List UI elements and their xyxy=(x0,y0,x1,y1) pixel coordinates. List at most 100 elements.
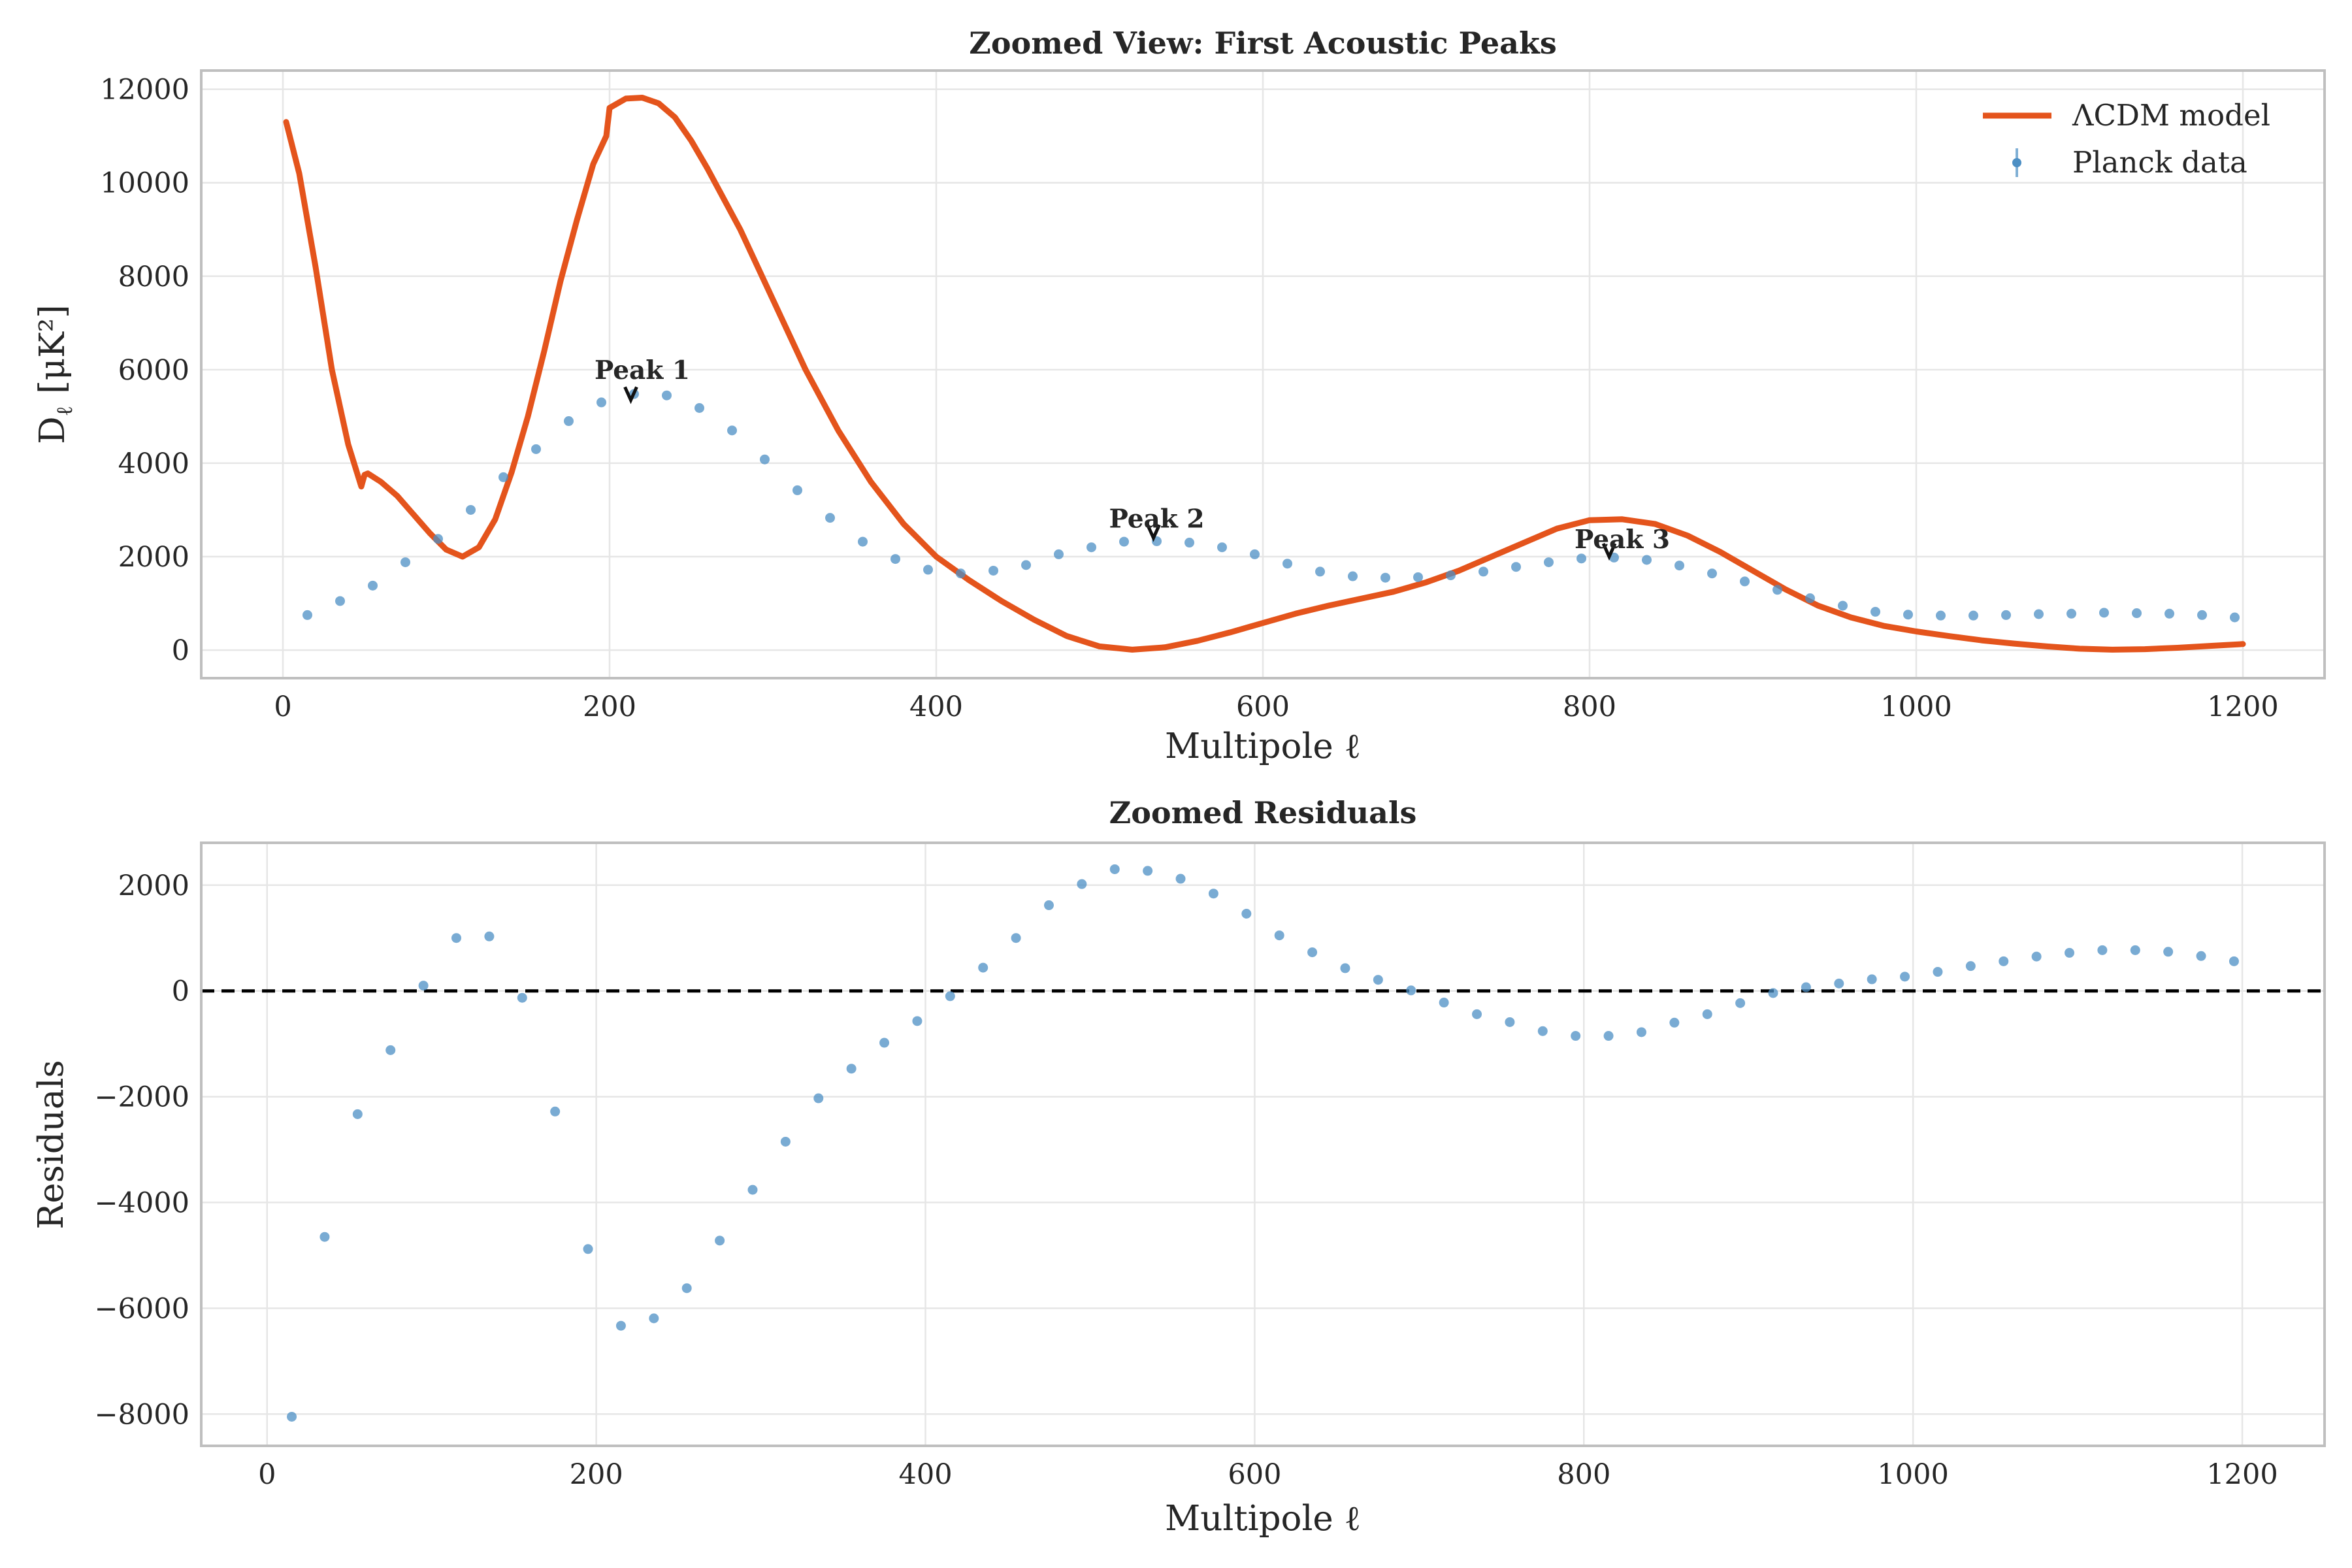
residual-point xyxy=(1505,1017,1515,1027)
planck-data-point xyxy=(1282,559,1292,569)
residual-point xyxy=(879,1037,890,1048)
residual-point xyxy=(649,1313,659,1324)
residual-point xyxy=(1537,1026,1548,1036)
legend-data-label: Planck data xyxy=(2072,145,2247,180)
planck-data-point xyxy=(1184,538,1194,548)
y-tick-label: −2000 xyxy=(95,1081,189,1114)
grid-bottom xyxy=(201,843,2325,1446)
residual-point xyxy=(583,1244,593,1254)
x-tick-label: 0 xyxy=(274,691,291,723)
residual-point xyxy=(1933,967,1943,977)
planck-data-point xyxy=(400,557,410,568)
y-tick-label: 2000 xyxy=(118,541,189,574)
legend: ΛCDM model Planck data xyxy=(1983,98,2270,180)
peak-label: Peak 3 xyxy=(1575,525,1670,555)
planck-data-point xyxy=(1968,610,1978,621)
residual-point xyxy=(2229,956,2239,966)
residual-point xyxy=(1867,974,1877,985)
planck-data-point xyxy=(368,580,378,591)
residual-point xyxy=(418,981,429,991)
planck-data-point xyxy=(825,513,835,523)
planck-data-point xyxy=(2164,608,2174,619)
residual-point xyxy=(319,1232,330,1242)
planck-data-point xyxy=(1740,576,1750,587)
residual-point xyxy=(1077,879,1087,889)
top-x-axis-label: Multipole ℓ xyxy=(1165,727,1361,766)
y-tick-label: 0 xyxy=(172,634,189,667)
residual-point xyxy=(1274,930,1284,941)
planck-data-point xyxy=(1838,600,1848,611)
planck-data-point xyxy=(531,444,541,454)
residual-point xyxy=(1340,963,1350,973)
peak-label: Peak 2 xyxy=(1109,504,1204,534)
x-tick-label: 400 xyxy=(898,1458,952,1491)
residual-point xyxy=(1011,933,1021,943)
residual-point xyxy=(1109,864,1120,874)
residual-point xyxy=(1801,982,1811,992)
peak-arrow xyxy=(623,386,638,404)
residual-point xyxy=(1735,998,1746,1008)
residual-point xyxy=(1307,947,1318,958)
residual-point xyxy=(2064,947,2074,958)
residuals-panel: 0 200 400 600 800 1000 1200 −8000 −6000 −4000 −200… xyxy=(31,795,2326,1539)
planck-data-point xyxy=(1348,571,1358,581)
residual-point xyxy=(1175,874,1186,884)
residual-point xyxy=(1702,1009,1712,1019)
residual-point xyxy=(945,991,955,1002)
planck-data-point xyxy=(1217,542,1227,553)
top-panel-title: Zoomed View: First Acoustic Peaks xyxy=(969,25,1556,61)
planck-data-point xyxy=(2230,612,2240,623)
planck-data-point xyxy=(498,472,508,482)
residual-point xyxy=(1043,900,1054,911)
planck-data-point xyxy=(1511,562,1521,572)
y-tick-label: 2000 xyxy=(118,870,189,902)
planck-data-point xyxy=(1576,553,1586,564)
planck-data-point xyxy=(988,565,998,576)
residual-point xyxy=(2130,945,2140,955)
planck-data-point xyxy=(433,534,443,544)
y-label-unit: [μK²] xyxy=(33,304,73,394)
planck-data-point xyxy=(596,397,606,408)
main-spectrum-panel: Peak 1 Peak 2 Peak 3 0 200 400 600 800 1000 1200… xyxy=(33,25,2326,766)
residual-point xyxy=(715,1235,725,1246)
residual-point xyxy=(1143,866,1153,876)
residual-point xyxy=(1900,972,1910,982)
peak-annotations: Peak 1 Peak 2 Peak 3 xyxy=(595,355,1670,561)
residual-point xyxy=(385,1045,396,1055)
residual-point xyxy=(1669,1017,1680,1028)
y-tick-label: 4000 xyxy=(118,448,189,480)
y-tick-label: 12000 xyxy=(100,74,189,106)
planck-data-point xyxy=(760,454,770,465)
legend-model-label: ΛCDM model xyxy=(2072,98,2270,133)
planck-data-point xyxy=(1446,570,1456,581)
y-label-main: D xyxy=(33,416,73,444)
planck-data-point xyxy=(1870,606,1880,617)
plot-frame-bottom xyxy=(200,841,2326,1447)
planck-data-point xyxy=(1413,572,1423,582)
residual-series xyxy=(287,864,2239,1422)
x-tick-label: 800 xyxy=(1557,1458,1610,1491)
x-tick-label: 200 xyxy=(570,1458,623,1491)
x-tick-label: 600 xyxy=(1236,691,1290,723)
planck-data-point xyxy=(1380,572,1390,583)
planck-data-point xyxy=(1544,557,1554,568)
planck-data-point xyxy=(1936,610,1946,621)
residual-point xyxy=(1636,1027,1646,1037)
planck-data-point xyxy=(923,564,933,575)
residual-point xyxy=(1373,975,1383,985)
residual-point xyxy=(1241,908,1252,919)
residual-point xyxy=(615,1320,626,1331)
peak-label: Peak 1 xyxy=(595,355,690,385)
x-tick-label: 1000 xyxy=(1877,1458,1948,1491)
planck-data-point xyxy=(890,554,900,564)
planck-data-point xyxy=(727,425,737,436)
planck-data-point xyxy=(1805,593,1815,604)
planck-data-point xyxy=(335,596,345,606)
residual-point xyxy=(747,1184,758,1195)
planck-data-point xyxy=(1642,555,1652,565)
residual-point xyxy=(780,1136,791,1147)
residual-point xyxy=(978,962,988,973)
residual-point xyxy=(1965,961,1976,972)
planck-data-point xyxy=(2066,608,2076,619)
planck-data-point xyxy=(2197,610,2207,620)
